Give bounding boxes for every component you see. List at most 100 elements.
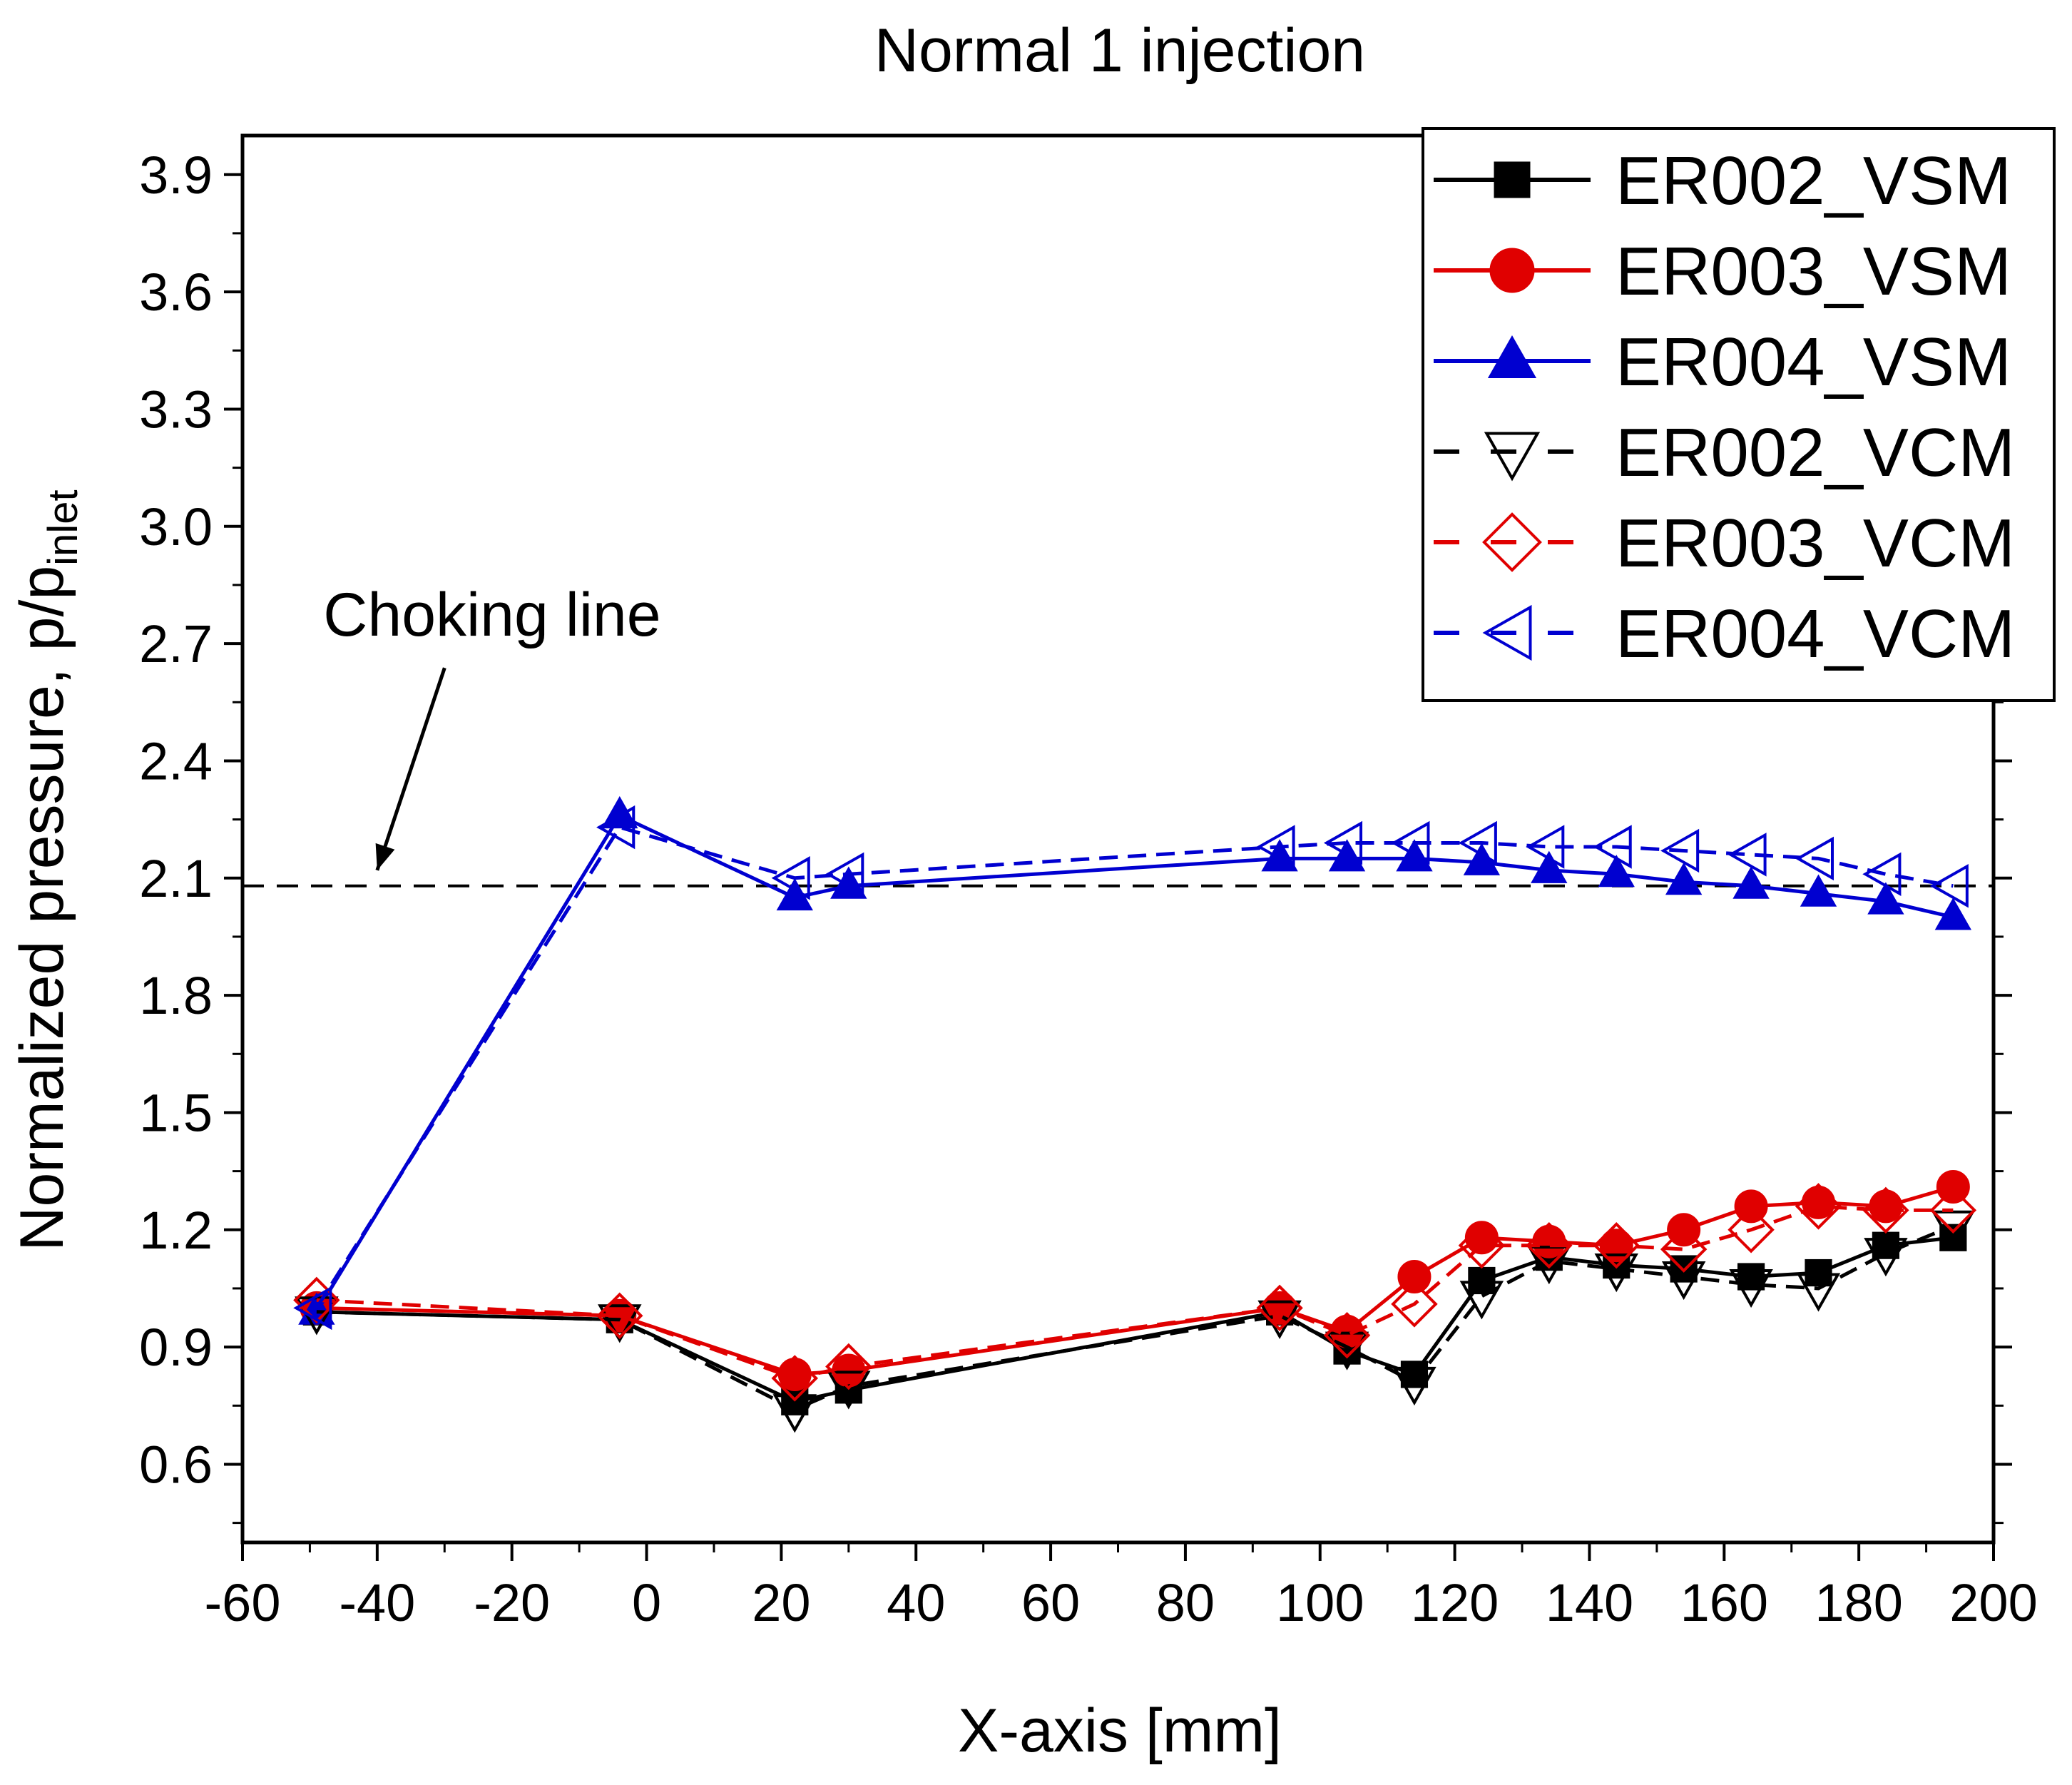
data-point [1660, 828, 1700, 873]
legend-label: ER002_VSM [1616, 143, 2011, 219]
legend-label: ER003_VCM [1616, 505, 2015, 581]
chart-title: Normal 1 injection [874, 16, 1365, 85]
data-point [1464, 1221, 1499, 1255]
x-tick-label: 80 [1156, 1573, 1215, 1632]
x-tick-label: 140 [1546, 1573, 1633, 1632]
data-point [1732, 866, 1770, 899]
y-tick-label: 1.5 [139, 1083, 213, 1142]
data-point [1867, 882, 1904, 915]
data-point [1864, 1238, 1908, 1277]
y-tick-label: 3.0 [139, 497, 213, 556]
data-point [1665, 863, 1703, 895]
legend-marker [1482, 512, 1542, 572]
x-tick-label: 200 [1949, 1573, 2037, 1632]
data-point [1869, 1189, 1903, 1224]
legend-label: ER004_VSM [1616, 324, 2011, 400]
y-tick-label: 3.6 [139, 263, 213, 322]
data-point [1256, 1284, 1303, 1332]
data-point [1526, 1221, 1573, 1269]
x-tick-label: 40 [887, 1573, 945, 1632]
data-point [1392, 1366, 1436, 1406]
x-tick-label: -40 [339, 1573, 415, 1632]
data-point [1594, 1253, 1638, 1293]
data-point [832, 1353, 866, 1388]
data-point [1526, 825, 1565, 869]
legend-marker [1484, 432, 1541, 482]
y-tick-label: 1.2 [139, 1201, 213, 1260]
data-point [1527, 1246, 1571, 1285]
choking-line-arrowhead [375, 843, 395, 870]
legend-marker [1482, 604, 1532, 661]
data-point [771, 856, 810, 900]
choking-line-arrow [375, 667, 446, 871]
x-tick-label: 160 [1680, 1573, 1768, 1632]
data-point [1929, 863, 1969, 908]
svg-text:Normalized pressure, p/pinlet: Normalized pressure, p/pinlet [8, 489, 86, 1251]
data-point [1805, 1258, 1832, 1287]
data-point [1397, 1260, 1431, 1294]
y-tick-label: 1.8 [139, 966, 213, 1025]
data-point [1929, 1186, 1977, 1234]
choking-line-label: Choking line [323, 581, 660, 649]
data-point [1531, 850, 1568, 883]
data-point [1391, 1281, 1438, 1328]
data-point [598, 1304, 642, 1343]
x-tick-label: 180 [1815, 1573, 1902, 1632]
legend: ER002_VSM ER003_VSM ER004_VSM ER002_VCM ER00… [1422, 127, 2056, 702]
legend-marker [1494, 161, 1531, 198]
legend-label: ER003_VSM [1616, 233, 2011, 310]
data-point [1323, 820, 1363, 865]
data-point [771, 1355, 818, 1402]
data-point [1727, 1206, 1775, 1253]
data-point [1802, 1185, 1835, 1219]
y-tick-label: 2.1 [139, 849, 213, 908]
data-point [825, 852, 864, 897]
legend-marker [1487, 335, 1537, 378]
data-point [1729, 1268, 1773, 1308]
data-point [1795, 1183, 1842, 1230]
data-point [1256, 825, 1295, 869]
data-point [1458, 820, 1497, 865]
data-point [1934, 897, 1972, 930]
x-tick-label: 0 [632, 1573, 661, 1632]
series-er004-vsm [298, 795, 1972, 1325]
data-point [827, 1370, 871, 1410]
y-axis-label-subscript: inlet [40, 489, 86, 565]
series-er004-vcm [293, 805, 1969, 1331]
x-tick-label: 60 [1021, 1573, 1080, 1632]
data-point [1734, 1189, 1768, 1224]
data-point [825, 1343, 872, 1390]
data-point [1391, 820, 1430, 865]
y-axis-label: Normalized pressure, p/pinlet [8, 489, 86, 1251]
x-tick-label: 120 [1411, 1573, 1499, 1632]
data-point [1862, 852, 1902, 897]
data-point [596, 1292, 643, 1340]
data-point [1532, 1224, 1566, 1258]
y-tick-label: 0.6 [139, 1435, 213, 1494]
data-point [293, 1286, 332, 1331]
y-tick-label: 3.9 [139, 146, 213, 205]
data-point [772, 1394, 817, 1433]
data-point [1468, 1266, 1496, 1295]
data-point [1593, 1221, 1640, 1269]
y-tick-label: 0.9 [139, 1318, 213, 1377]
data-point [1598, 855, 1635, 888]
y-axis-label-main: Normalized pressure, p/p [8, 566, 76, 1251]
data-point [1795, 836, 1834, 881]
x-tick-label: -20 [474, 1573, 550, 1632]
data-point [1458, 1221, 1506, 1269]
y-tick-label: 2.7 [139, 614, 213, 673]
series-line [316, 1224, 1954, 1412]
data-point [1660, 1226, 1708, 1273]
series-line [315, 825, 1954, 1309]
data-point [1862, 1186, 1909, 1234]
data-point [1800, 874, 1837, 907]
data-point [1325, 1331, 1369, 1370]
x-tick-label: 100 [1276, 1573, 1364, 1632]
legend-box [1422, 127, 2056, 702]
legend-label: ER002_VCM [1616, 415, 2015, 491]
series-line [316, 1204, 1954, 1380]
data-point [1459, 1281, 1504, 1320]
x-axis-label: X-axis [mm] [958, 1697, 1282, 1765]
